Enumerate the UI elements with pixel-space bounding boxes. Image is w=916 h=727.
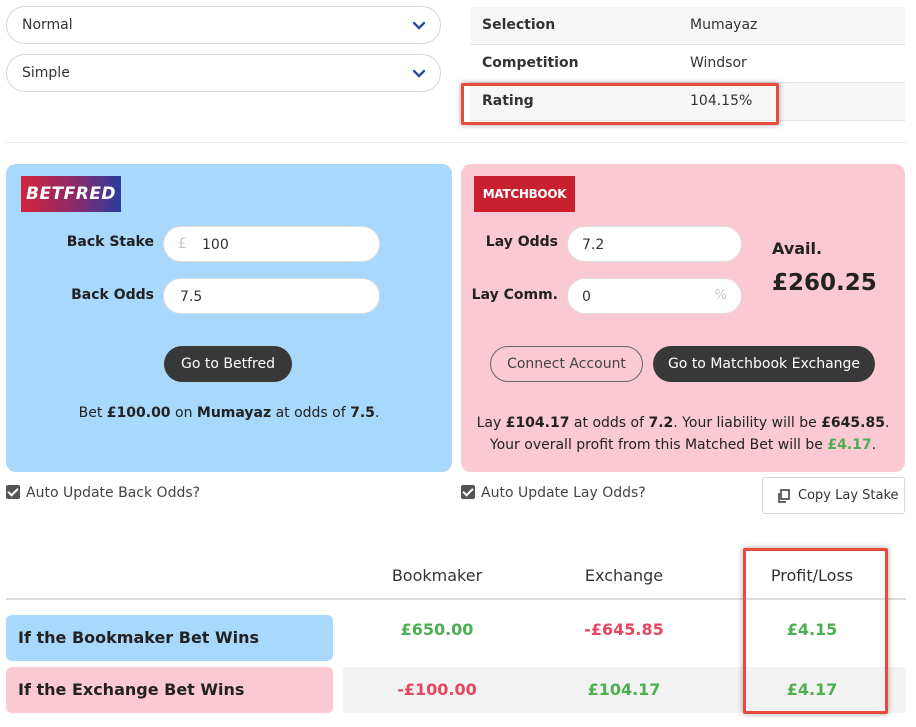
msg-lay-stake: £104.17 xyxy=(505,415,570,431)
msg-profit: £4.17 xyxy=(827,437,872,453)
connect-account-button[interactable]: Connect Account xyxy=(490,346,643,382)
lay-odds-label: Lay Odds xyxy=(485,234,558,250)
info-row-selection: Selection Mumayaz xyxy=(470,7,905,45)
msg-text: Lay xyxy=(476,415,506,431)
cell-exchange: -£645.85 xyxy=(584,620,664,639)
mode-select[interactable]: Normal xyxy=(6,6,441,44)
info-label: Competition xyxy=(482,55,579,71)
col-header-profit-loss: Profit/Loss xyxy=(770,566,854,585)
info-row-rating: Rating 104.15% xyxy=(470,83,905,121)
msg-selection: Mumayaz xyxy=(196,405,272,421)
betfred-logo: BETFRED xyxy=(21,176,121,212)
chevron-down-icon xyxy=(412,69,426,78)
lay-summary-line2: Your overall profit from this Matched Be… xyxy=(461,434,905,456)
go-to-matchbook-button[interactable]: Go to Matchbook Exchange xyxy=(653,346,875,382)
copy-lay-stake-label: Copy Lay Stake xyxy=(798,488,899,503)
percent-suffix: % xyxy=(714,288,727,303)
msg-text: on xyxy=(170,405,197,421)
results-divider xyxy=(6,598,906,600)
lay-comm-value: 0 xyxy=(582,289,591,305)
msg-stake: £100.00 xyxy=(106,405,171,421)
cell-bookmaker: -£100.00 xyxy=(397,680,477,699)
msg-text: . xyxy=(871,437,877,453)
cell-profit: £4.15 xyxy=(786,620,838,639)
lay-summary: Lay £104.17 at odds of 7.2. Your liabili… xyxy=(461,412,905,456)
msg-text: . Your liability will be xyxy=(673,415,822,431)
lay-comm-label: Lay Comm. xyxy=(471,287,558,303)
auto-update-lay-checkbox[interactable]: Auto Update Lay Odds? xyxy=(461,485,646,501)
back-odds-input[interactable]: 7.5 xyxy=(163,278,380,314)
copy-icon xyxy=(778,489,790,503)
back-stake-value: 100 xyxy=(202,237,229,253)
info-value: Windsor xyxy=(690,55,747,71)
lay-panel: MATCHBOOK Lay Odds 7.2 Lay Comm. 0 % Ava… xyxy=(461,164,905,472)
divider xyxy=(6,142,906,143)
rating-highlight xyxy=(461,83,779,125)
msg-text: . xyxy=(884,415,890,431)
copy-lay-stake-button[interactable]: Copy Lay Stake xyxy=(762,477,905,514)
auto-update-back-checkbox[interactable]: Auto Update Back Odds? xyxy=(6,485,200,501)
cell-exchange: £104.17 xyxy=(587,680,661,699)
go-to-betfred-button[interactable]: Go to Betfred xyxy=(164,346,292,382)
back-odds-value: 7.5 xyxy=(180,289,203,305)
lay-comm-input[interactable]: 0 % xyxy=(567,278,742,314)
info-value: 104.15% xyxy=(690,93,753,109)
avail-value: £260.25 xyxy=(772,270,877,296)
back-odds-label: Back Odds xyxy=(71,287,154,303)
checkbox-label: Auto Update Lay Odds? xyxy=(481,485,646,501)
info-label: Rating xyxy=(482,93,534,109)
info-row-competition: Competition Windsor xyxy=(470,45,905,83)
lay-odds-value: 7.2 xyxy=(582,237,605,253)
msg-text: at odds of xyxy=(271,405,351,421)
back-summary: Bet £100.00 on Mumayaz at odds of 7.5. xyxy=(6,402,452,424)
calc-type-select[interactable]: Simple xyxy=(6,54,441,92)
msg-text: Bet xyxy=(78,405,107,421)
back-stake-input[interactable]: £ 100 xyxy=(163,226,380,262)
msg-text: Your overall profit from this Matched Be… xyxy=(489,437,828,453)
mode-select-value: Normal xyxy=(22,17,73,33)
row-label-exchange-wins: If the Exchange Bet Wins xyxy=(6,667,333,713)
back-panel: BETFRED Back Stake £ 100 Back Odds 7.5 G… xyxy=(6,164,452,472)
lay-summary-line1: Lay £104.17 at odds of 7.2. Your liabili… xyxy=(461,412,905,434)
checkbox-checked-icon xyxy=(461,485,475,499)
msg-liability: £645.85 xyxy=(821,415,885,431)
msg-text: . xyxy=(374,405,380,421)
checkbox-label: Auto Update Back Odds? xyxy=(26,485,201,501)
pound-prefix: £ xyxy=(178,236,187,252)
chevron-down-icon xyxy=(412,21,426,30)
info-value: Mumayaz xyxy=(690,17,758,33)
lay-odds-input[interactable]: 7.2 xyxy=(567,226,742,262)
back-stake-label: Back Stake xyxy=(66,234,154,250)
checkbox-checked-icon xyxy=(6,485,20,499)
calc-type-select-value: Simple xyxy=(22,65,70,81)
avail-label: Avail. xyxy=(772,239,823,258)
msg-odds: 7.5 xyxy=(350,405,375,421)
cell-profit: £4.17 xyxy=(786,680,838,699)
msg-text: at odds of xyxy=(569,415,649,431)
profit-loss-highlight xyxy=(743,548,888,714)
table-row-bg xyxy=(343,667,906,713)
row-label-bookmaker-wins: If the Bookmaker Bet Wins xyxy=(6,615,333,661)
col-header-bookmaker: Bookmaker xyxy=(391,566,483,585)
matchbook-logo: MATCHBOOK xyxy=(474,176,575,212)
msg-odds: 7.2 xyxy=(648,415,674,431)
info-label: Selection xyxy=(482,17,556,33)
cell-bookmaker: £650.00 xyxy=(400,620,474,639)
col-header-exchange: Exchange xyxy=(584,566,664,585)
